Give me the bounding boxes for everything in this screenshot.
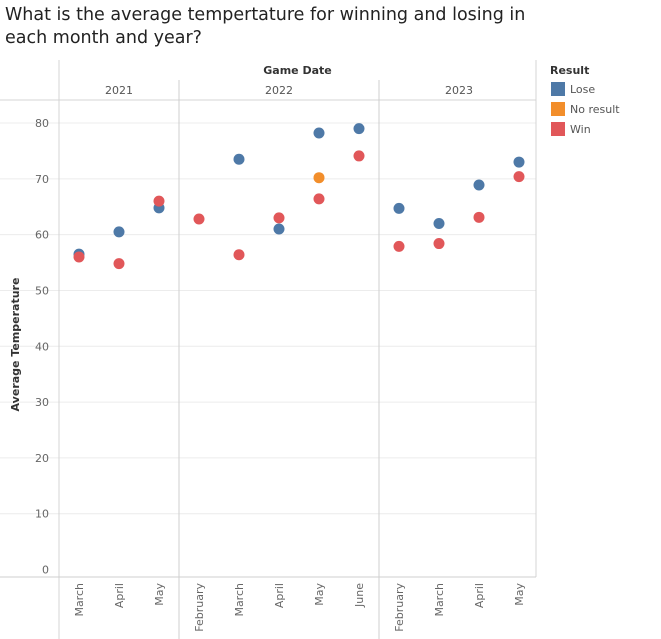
- data-point: [393, 202, 405, 214]
- x-tick-label: May: [513, 583, 526, 606]
- x-tick-label: June: [353, 583, 366, 608]
- data-point: [73, 251, 85, 263]
- y-tick-label: 30: [35, 396, 49, 409]
- data-point: [353, 123, 365, 135]
- y-axis-title: Average Temperature: [9, 278, 22, 412]
- column-header-title: Game Date: [263, 64, 331, 77]
- data-point: [473, 211, 485, 223]
- y-tick-label: 40: [35, 340, 49, 353]
- data-point: [393, 240, 405, 252]
- data-point: [153, 195, 165, 207]
- y-tick-label: 50: [35, 284, 49, 297]
- legend-title: Result: [550, 64, 589, 77]
- legend-swatch: [551, 122, 565, 136]
- legend-label: Lose: [570, 83, 595, 96]
- x-tick-label: March: [73, 583, 86, 617]
- y-tick-label: 10: [35, 508, 49, 521]
- data-point: [353, 150, 365, 162]
- x-tick-label: March: [233, 583, 246, 617]
- x-tick-label: May: [313, 583, 326, 606]
- data-point: [313, 193, 325, 205]
- legend-label: No result: [570, 103, 620, 116]
- y-tick-label: 60: [35, 229, 49, 242]
- y-tick-label: 80: [35, 117, 49, 130]
- x-tick-label: April: [273, 583, 286, 608]
- data-point: [233, 153, 245, 165]
- data-point: [113, 226, 125, 238]
- data-point: [113, 258, 125, 270]
- data-point: [193, 213, 205, 225]
- data-point: [313, 127, 325, 139]
- legend-swatch: [551, 82, 565, 96]
- data-point: [513, 171, 525, 183]
- legend-label: Win: [570, 123, 591, 136]
- x-tick-label: March: [433, 583, 446, 617]
- y-tick-label: 20: [35, 452, 49, 465]
- data-point: [273, 212, 285, 224]
- y-tick-label: 0: [42, 564, 49, 577]
- x-tick-label: February: [393, 583, 406, 632]
- data-point: [313, 172, 325, 184]
- legend-swatch: [551, 102, 565, 116]
- x-tick-label: April: [113, 583, 126, 608]
- data-point: [433, 238, 445, 250]
- data-point: [233, 249, 245, 261]
- x-tick-label: May: [153, 583, 166, 606]
- data-point: [433, 217, 445, 229]
- year-label: 2023: [445, 84, 473, 97]
- data-point: [513, 156, 525, 168]
- x-tick-label: April: [473, 583, 486, 608]
- x-tick-label: February: [193, 583, 206, 632]
- chart-title: What is the average tempertature for win…: [5, 5, 526, 48]
- year-label: 2021: [105, 84, 133, 97]
- data-point: [273, 223, 285, 235]
- data-point: [473, 179, 485, 191]
- y-tick-label: 70: [35, 173, 49, 186]
- year-label: 2022: [265, 84, 293, 97]
